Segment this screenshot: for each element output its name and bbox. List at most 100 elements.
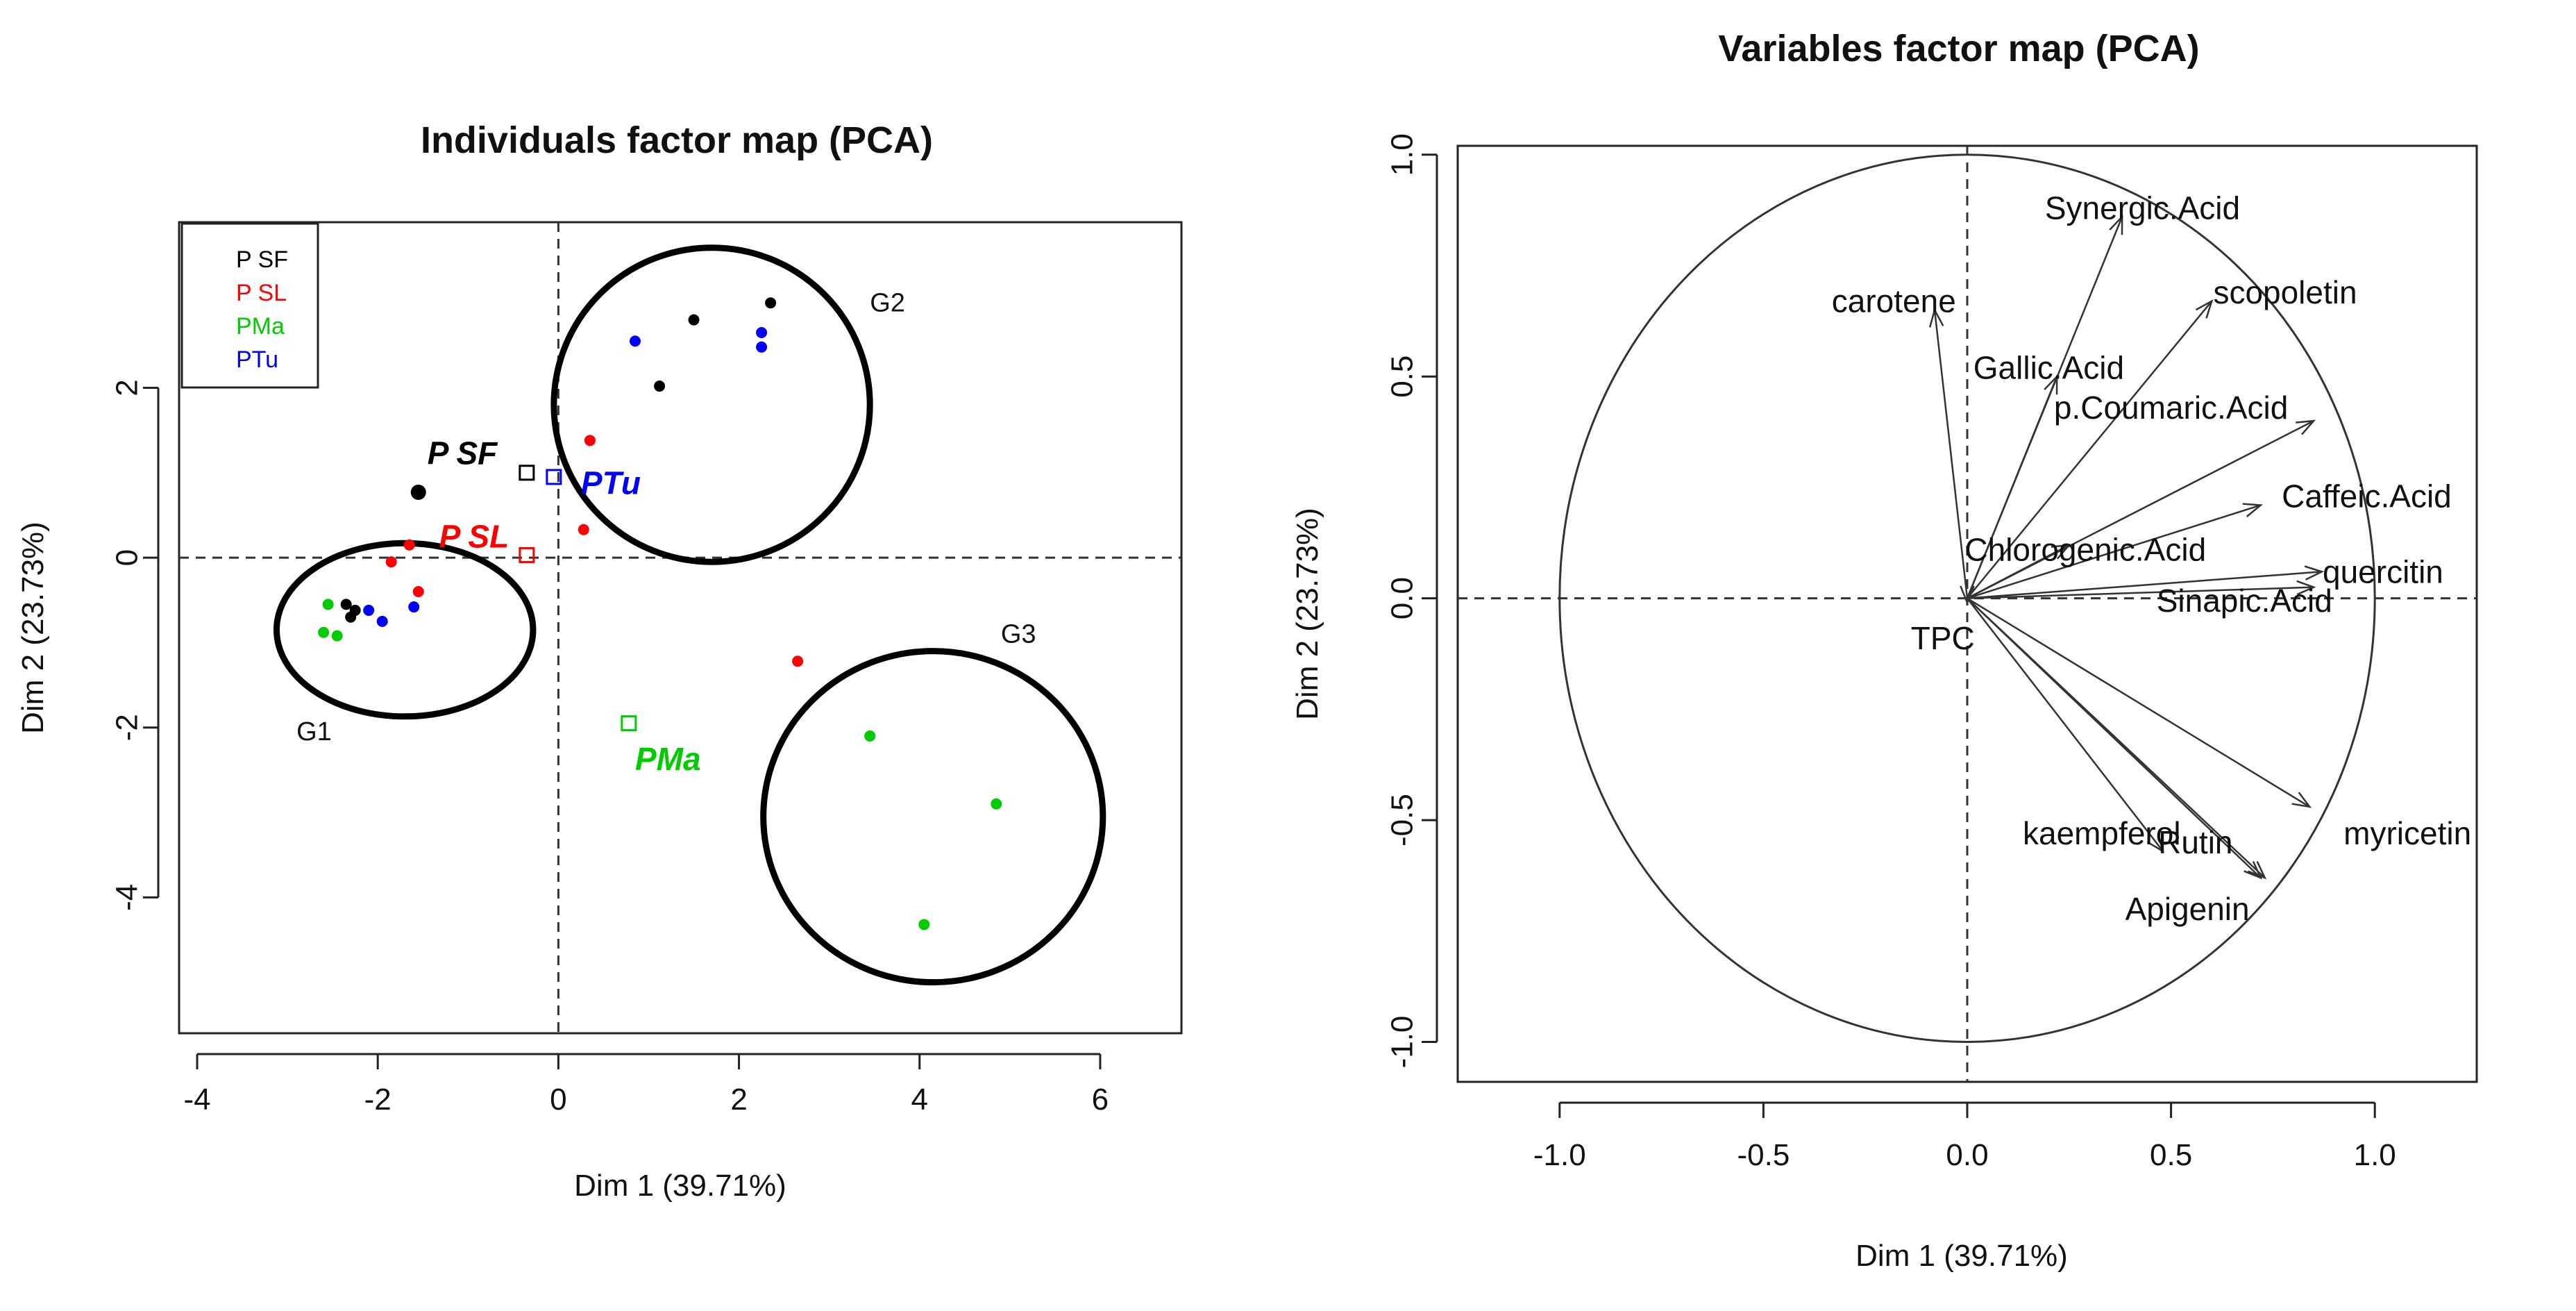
unit-circle [1558,153,2376,1044]
right-x-tick-label: -1.0 [1533,1138,1586,1172]
arrowhead-quercitin [2304,565,2325,581]
variable-label-synergic-acid: Synergic.Acid [2045,190,2240,226]
point-p-sf [654,381,666,392]
arrow-gallic-acid [1966,376,2058,599]
left-x-tick-label: 0 [550,1083,566,1117]
group-label-g3: G3 [1001,619,1036,649]
point-ptu [363,604,375,616]
variables-factor-map: Variables factor map (PCA) -1.0 -0.5 0.0 0.… [1290,28,2478,1273]
right-x-tick-label: 0.5 [2150,1138,2192,1172]
right-y-tick-label: 0.5 [1386,356,1420,398]
left-y-axis-label: Dim 2 (23.73%) [16,521,50,734]
left-x-tick-label: 4 [911,1083,927,1117]
left-y-tick-label: 0 [110,549,144,566]
centroid-marker-pma [621,715,637,732]
point-ptu [408,601,420,613]
point-pma [331,630,343,642]
arrowhead-p-coumaric-acid [2296,419,2316,435]
variable-label-carotene: carotene [1832,283,1956,319]
point-p-sf-large [410,484,426,500]
arrow-chlorogenic-acid [1967,544,2070,599]
variable-label-kaempferol: kaempferol [2023,815,2181,851]
centroid-label-p-sf: P SF [428,435,498,471]
point-p-sl [403,539,415,551]
right-y-axis-label: Dim 2 (23.73%) [1290,508,1324,720]
centroid-marker-ptu [546,469,562,485]
centroid-label-pma: PMa [635,741,701,777]
legend-entry-psf: P SF [236,247,288,273]
legend-entry-psl: P SL [236,280,287,306]
right-axes: -1.0 -0.5 0.0 0.5 1.0 -1.0 -0.5 0.0 0.5 1.0 [1386,133,2396,1172]
point-ptu [756,326,768,338]
centroid-label-p-sl: P SL [439,518,510,554]
right-y-tick-label: -1.0 [1386,1016,1420,1069]
right-y-tick-label: 1.0 [1386,133,1420,176]
arrowhead-carotene [1928,308,1944,328]
left-x-tick-label: -2 [364,1083,392,1117]
arrowhead-apigenin [2247,861,2267,880]
arrow-scopoletin [1967,300,2213,599]
right-x-tick-label: -0.5 [1737,1138,1790,1172]
centroid-marker-p-sl [519,546,535,563]
left-centroids: P SF P SL PMa PTu [428,435,701,777]
variable-label-sinapic-acid: Sinapic.Acid [2157,583,2332,619]
arrow-carotene [1933,310,1969,599]
arrowhead-caffeic-acid [2242,503,2263,517]
left-y-tick-label: -4 [110,884,144,911]
point-p-sl [792,656,804,667]
point-p-sf [688,314,700,326]
arrowhead-myricetin [2291,792,2312,808]
group-ellipse-g2 [550,244,873,565]
arrow-kaempferol [1967,597,2164,852]
point-pma [864,730,876,742]
arrowhead-kaempferol [2146,833,2164,853]
right-y-tick-label: -0.5 [1386,794,1420,846]
legend-box [180,222,319,389]
right-x-tick-label: 1.0 [2354,1138,2396,1172]
group-label-g2: G2 [870,288,905,317]
point-ptu [376,615,388,627]
point-pma [318,626,330,638]
group-ellipse-g3 [760,648,1106,986]
variable-label-p-coumaric-acid: p.Coumaric.Acid [2054,390,2288,426]
point-pma [991,798,1002,810]
arrow-quercitin [1967,571,2322,599]
point-pma [322,599,334,610]
variable-label-scopoletin: scopoletin [2213,274,2357,310]
variable-label-tpc: TPC [1911,620,1975,656]
correlation-circle [1558,153,2376,1044]
point-ptu [756,341,768,353]
variable-label-myricetin: myricetin [2343,815,2471,851]
arrow-caffeic-acid [1967,504,2262,599]
left-x-tick-label: 6 [1092,1083,1109,1117]
variable-label-quercitin: quercitin [2323,553,2443,590]
variable-label-caffeic-acid: Caffeic.Acid [2282,478,2452,515]
arrowhead-gallic-acid [2044,374,2058,395]
arrowhead-sinapic-acid [2296,580,2316,596]
left-y-tick-label: 2 [110,379,144,396]
left-x-tick-label: -4 [183,1083,210,1117]
left-plot-frame [178,221,1183,1035]
variable-labels: Synergic.Acid carotene Gallic.Acid p.Coumar… [1832,190,2471,926]
arrowhead-chlorogenic-acid [2051,544,2071,560]
point-p-sl [584,435,596,446]
variable-label-rutin: Rutin [2158,824,2232,860]
legend-entry-pma: PMa [236,313,285,340]
point-ptu [629,335,641,347]
left-axes: -4 -2 0 2 4 6 -4 -2 0 2 [110,379,1109,1117]
legend-entry-ptu: PTu [236,346,278,373]
point-p-sf [765,297,777,309]
point-p-sl [578,524,589,535]
group-label-g1: G1 [296,717,332,746]
right-x-axis-label: Dim 1 (39.71%) [1855,1239,2068,1273]
left-x-tick-label: 2 [730,1083,747,1117]
arrow-myricetin [1967,597,2310,808]
point-p-sl [385,556,397,568]
left-title: Individuals factor map (PCA) [421,119,933,161]
right-y-tick-label: 0.0 [1386,577,1420,619]
arrow-apigenin [1967,597,2266,879]
arrowhead-synergic-acid [2109,215,2123,235]
variable-label-gallic-acid: Gallic.Acid [1973,349,2124,385]
